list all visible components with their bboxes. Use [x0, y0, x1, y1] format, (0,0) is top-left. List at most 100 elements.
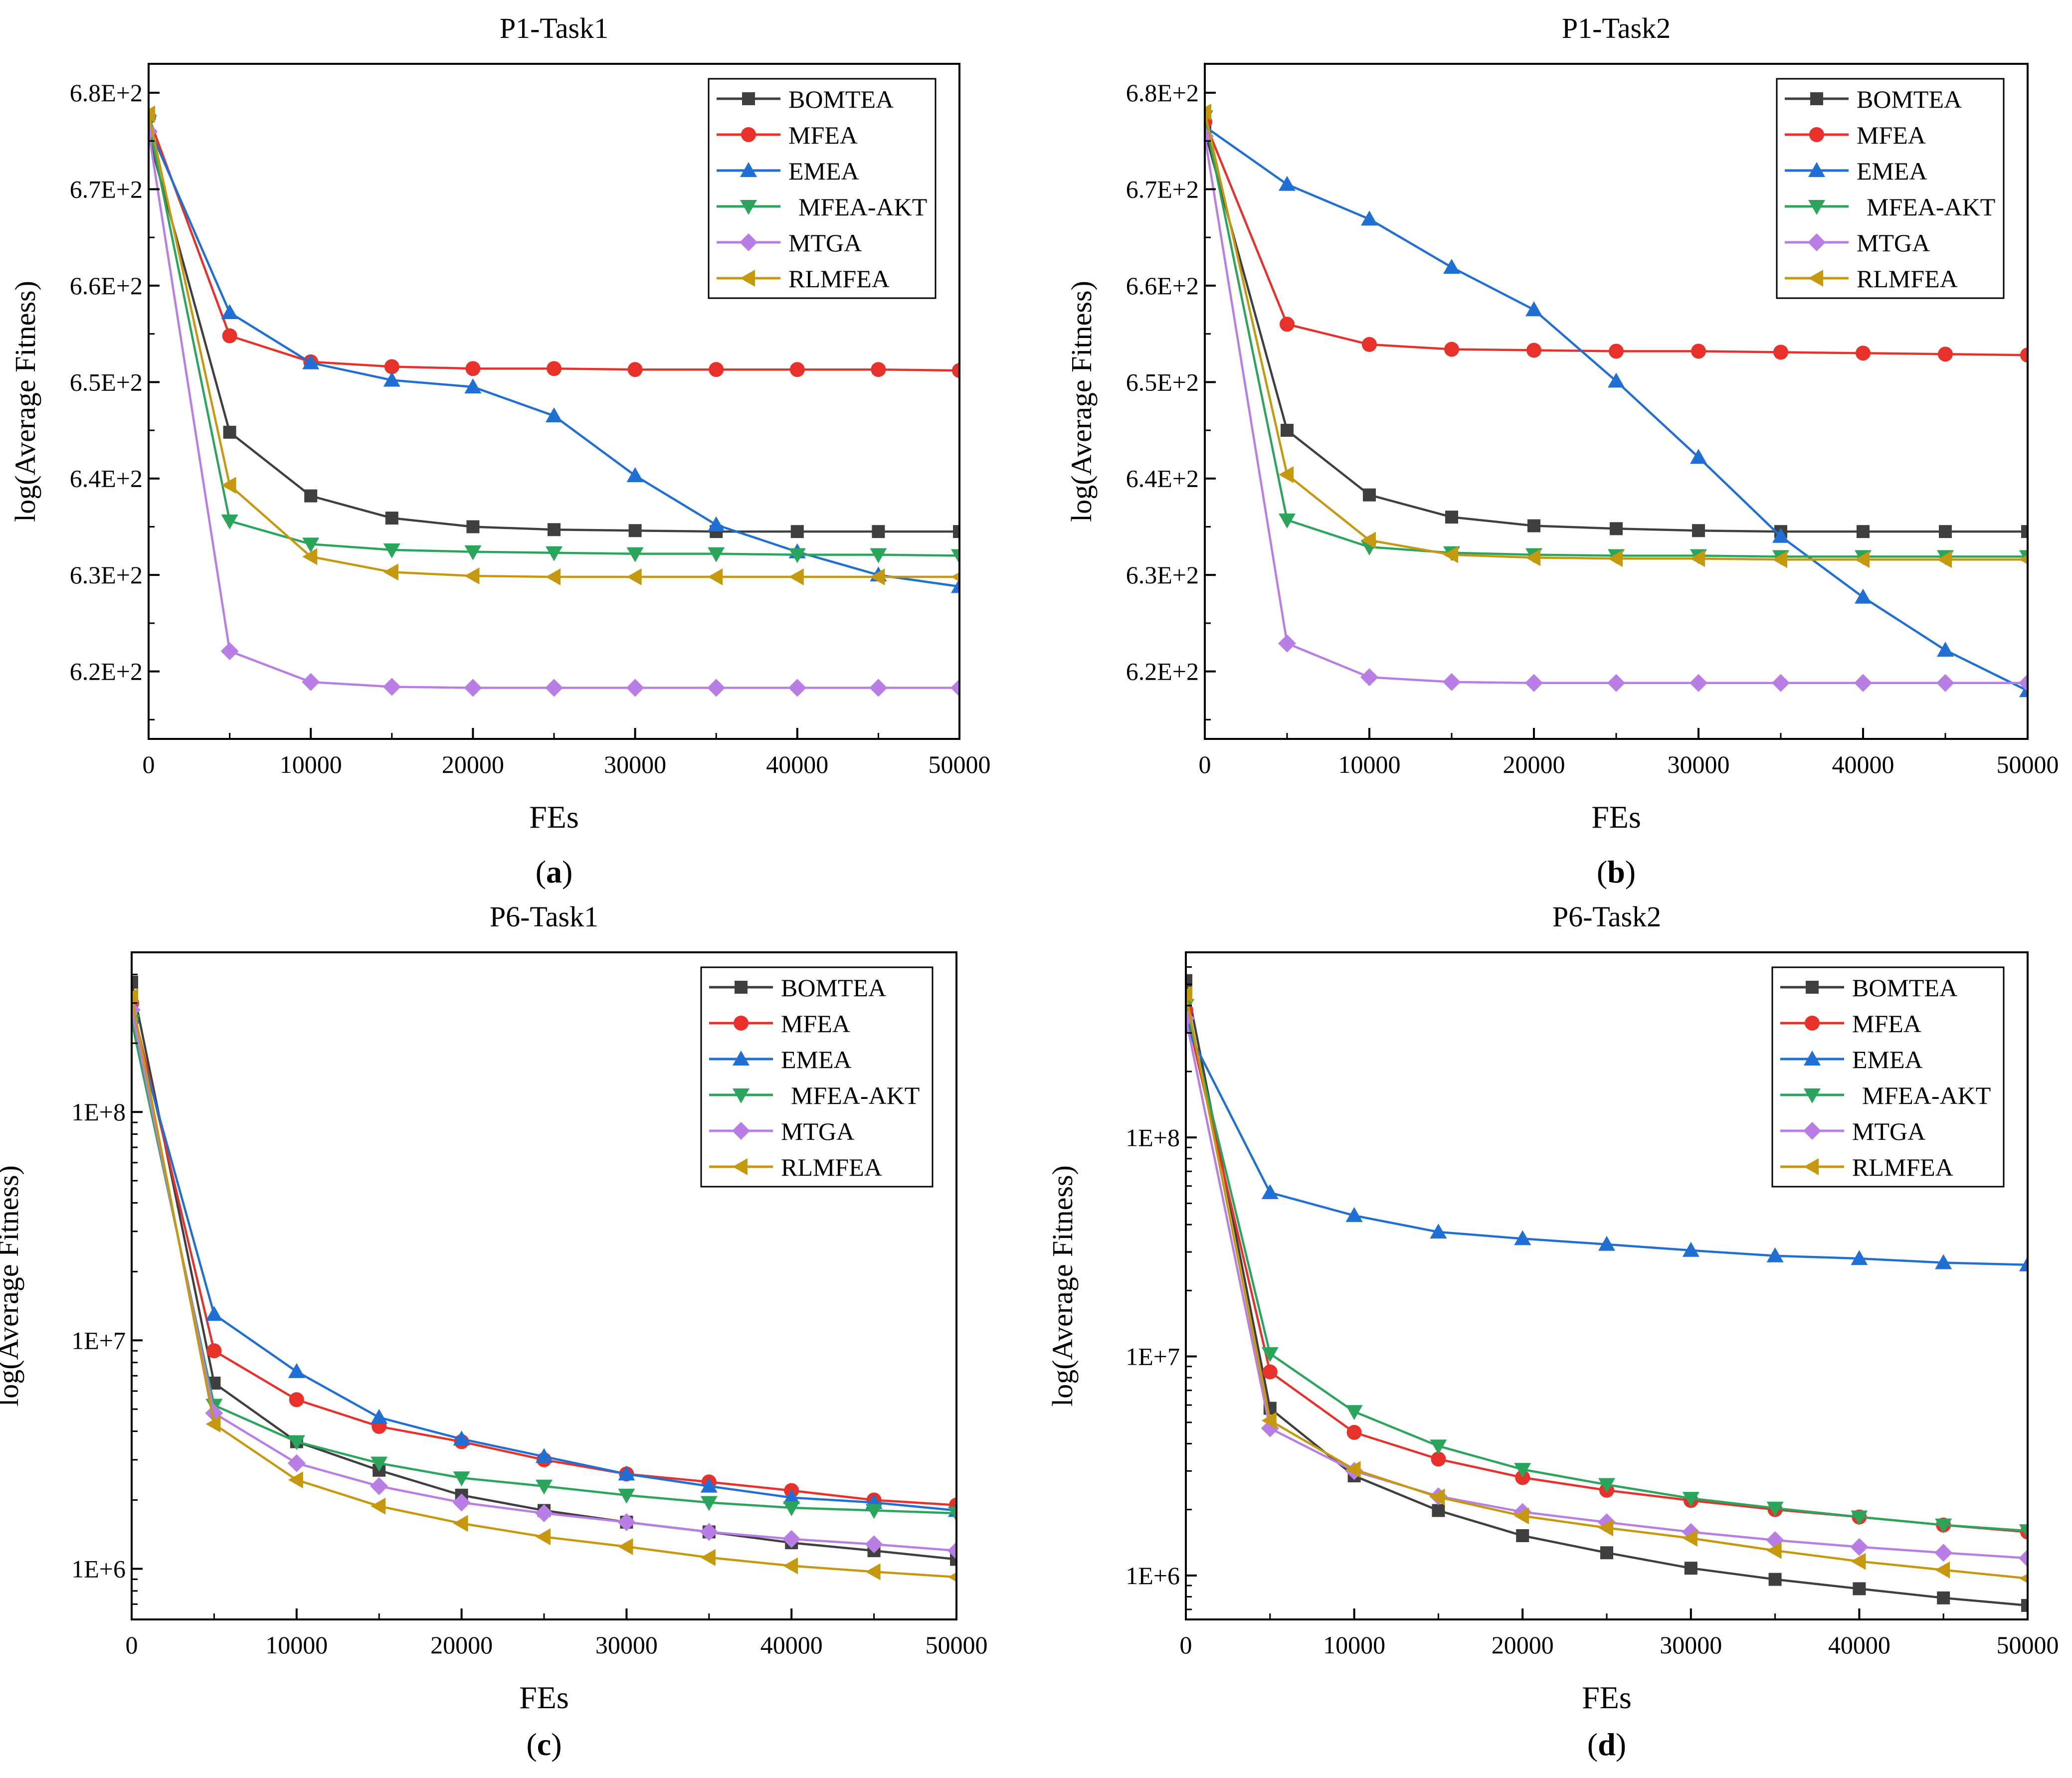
chart-title: P6-Task2 [1552, 900, 1661, 933]
data-point-mfea [1444, 342, 1459, 357]
data-point-bomtea [132, 975, 138, 989]
y-tick-label: 6.8E+2 [1126, 79, 1199, 107]
data-point-emea [1361, 210, 1378, 226]
data-point-mfea [871, 362, 886, 377]
data-point-mfea-akt [865, 1504, 883, 1519]
legend-label-mtga: MTGA [781, 1117, 854, 1145]
data-point-rlmfea [783, 1557, 798, 1575]
data-point-mfea [1938, 347, 1953, 362]
data-point-mfea [2020, 348, 2028, 363]
data-point-mfea-akt [1430, 1439, 1447, 1455]
data-point-emea [453, 1430, 470, 1446]
data-point-rlmfea [788, 568, 804, 586]
x-tick-label: 20000 [430, 1631, 493, 1659]
data-point-rlmfea [1690, 550, 1705, 567]
data-point-rlmfea [1937, 551, 1952, 568]
legend: BOMTEA MFEA EMEA MFEA-AKT MTGA RLMFEA [1776, 78, 2005, 299]
data-point-mtga [865, 1535, 883, 1554]
data-point-bomtea [1363, 488, 1376, 502]
legend-marker-emea [1808, 162, 1825, 177]
legend-label-bomtea: BOMTEA [788, 85, 894, 113]
data-point-emea [1772, 528, 1789, 543]
data-point-mfea [789, 362, 805, 377]
data-point-mfea [1262, 1364, 1278, 1380]
data-point-mfea-akt [464, 545, 482, 560]
data-point-mtga [545, 679, 563, 697]
data-point-mtga [220, 642, 239, 660]
legend-marker-mtga [732, 1122, 750, 1140]
data-point-bomtea [790, 525, 804, 538]
legend-marker-emea [733, 1051, 750, 1066]
legend: BOMTEA MFEA EMEA MFEA-AKT MTGA RLMFEA [1771, 966, 2005, 1188]
data-point-rlmfea [132, 988, 138, 1005]
y-tick-label: 1E+7 [71, 1326, 126, 1354]
chart-title: P1-Task1 [500, 12, 608, 44]
legend-label-mfea: MFEA [1857, 121, 1926, 149]
data-point-bomtea [1853, 1582, 1866, 1596]
data-point-rlmfea [1525, 549, 1540, 566]
legend-label-emea: EMEA [1857, 157, 1927, 185]
data-point-bomtea [1432, 1504, 1445, 1517]
data-point-rlmfea [1279, 466, 1294, 484]
chart-d: 0 10000 20000 30000 40000 50000 1E+6 1E+7 1E+8 P6… [1046, 900, 2059, 1762]
y-tick-label: 6.4E+2 [70, 465, 143, 493]
legend-marker-emea [740, 162, 757, 177]
data-point-mfea [1280, 317, 1295, 332]
chart-title: P1-Task2 [1562, 12, 1671, 44]
data-point-bomtea [304, 489, 318, 503]
data-point-rlmfea [708, 568, 723, 586]
chart-title: P6-Task1 [490, 900, 598, 933]
data-point-rlmfea [371, 1497, 386, 1515]
data-point-mtga [370, 1477, 388, 1495]
data-point-emea [1430, 1223, 1447, 1239]
data-point-mfea-akt [1935, 1518, 1952, 1534]
legend-label-rlmfea: RLMFEA [781, 1153, 882, 1181]
data-point-bomtea [628, 524, 642, 537]
data-point-mtga [287, 1454, 306, 1472]
data-point-mfea [547, 361, 562, 376]
plot-area [1205, 103, 2028, 698]
data-point-bomtea [1516, 1529, 1529, 1542]
data-point-emea [383, 371, 400, 387]
chart-b: 0 10000 20000 30000 40000 50000 6.2E+2 6.3E+2 6.… [1065, 12, 2059, 889]
data-point-mtga [1934, 1544, 1953, 1562]
legend-marker-rlmfea [733, 1158, 748, 1175]
data-point-emea [618, 1465, 635, 1481]
data-point-mtga [1525, 674, 1543, 692]
data-point-bomtea [1692, 524, 1705, 537]
data-point-mfea [1362, 337, 1377, 352]
y-tick-label: 6.5E+2 [1126, 368, 1199, 396]
legend-marker-mtga [1808, 233, 1826, 251]
data-point-mfea-akt [948, 1507, 956, 1522]
data-point-emea [1279, 176, 1296, 191]
plot-area [132, 975, 956, 1582]
data-point-mfea [1609, 344, 1624, 359]
data-point-rlmfea [149, 105, 155, 123]
data-point-bomtea [1684, 1562, 1697, 1575]
data-point-mfea-akt [1345, 1405, 1363, 1421]
x-tick-label: 10000 [280, 750, 342, 778]
legend-label-mfea-akt: MFEA-AKT [1867, 193, 1995, 221]
data-point-bomtea [466, 520, 480, 533]
data-point-rlmfea [1514, 1507, 1529, 1525]
data-point-mfea-akt [870, 548, 887, 563]
x-tick-label: 50000 [926, 1631, 988, 1659]
data-point-mtga [2019, 1549, 2028, 1568]
y-tick-label: 6.3E+2 [1126, 561, 1199, 589]
data-point-emea [1937, 642, 1954, 657]
data-point-emea [1525, 301, 1542, 317]
data-point-mfea-akt [383, 543, 400, 558]
data-point-rlmfea [464, 567, 480, 585]
data-point-emea [1443, 259, 1460, 274]
data-point-mfea [465, 361, 481, 376]
x-tick-label: 30000 [595, 1631, 658, 1659]
data-point-emea [951, 578, 959, 593]
data-point-mtga [617, 1513, 636, 1531]
x-tick-label: 20000 [1492, 1631, 1554, 1659]
data-point-mfea-akt [2019, 1524, 2028, 1540]
data-point-mtga [1690, 674, 1707, 692]
data-point-mtga [1443, 673, 1461, 691]
legend-label-mfea: MFEA [781, 1010, 850, 1038]
data-point-emea [1514, 1230, 1531, 1245]
